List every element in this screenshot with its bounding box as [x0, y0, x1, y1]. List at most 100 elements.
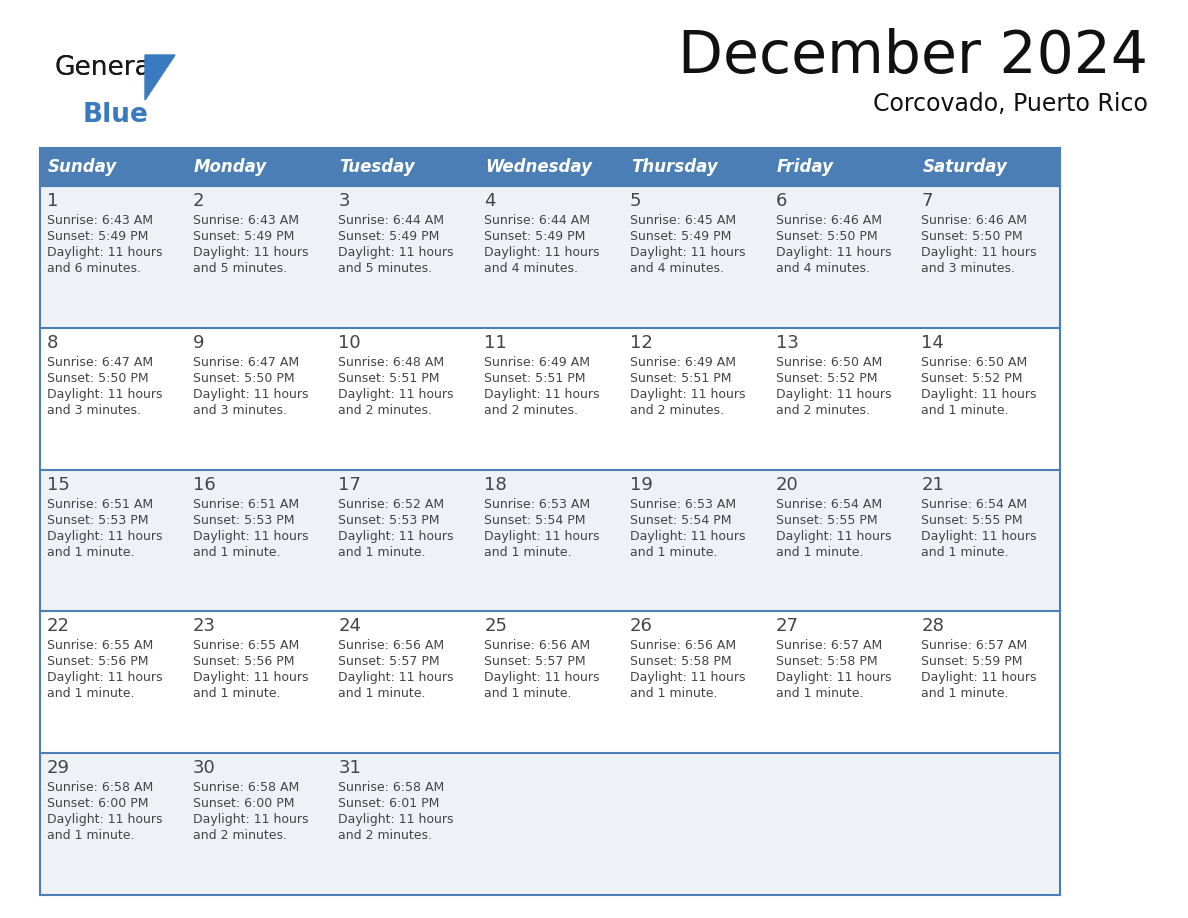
- Bar: [185, 611, 331, 753]
- Text: Sunrise: 6:50 AM: Sunrise: 6:50 AM: [776, 356, 881, 369]
- Text: Daylight: 11 hours: Daylight: 11 hours: [485, 387, 600, 401]
- Text: General: General: [55, 55, 159, 81]
- Text: Sunset: 5:52 PM: Sunset: 5:52 PM: [776, 372, 877, 385]
- Bar: [915, 148, 1060, 186]
- Text: Sunrise: 6:54 AM: Sunrise: 6:54 AM: [776, 498, 881, 510]
- Text: and 2 minutes.: and 2 minutes.: [339, 829, 432, 842]
- Text: Daylight: 11 hours: Daylight: 11 hours: [339, 387, 454, 401]
- Text: Corcovado, Puerto Rico: Corcovado, Puerto Rico: [873, 92, 1148, 116]
- Text: 2: 2: [192, 192, 204, 210]
- Text: Daylight: 11 hours: Daylight: 11 hours: [776, 671, 891, 685]
- Text: Daylight: 11 hours: Daylight: 11 hours: [192, 246, 308, 259]
- Bar: [331, 328, 478, 470]
- Text: 11: 11: [485, 334, 507, 352]
- Text: Sunset: 5:49 PM: Sunset: 5:49 PM: [48, 230, 148, 243]
- Bar: [185, 148, 331, 186]
- Text: Daylight: 11 hours: Daylight: 11 hours: [485, 530, 600, 543]
- Text: and 1 minute.: and 1 minute.: [48, 829, 134, 842]
- Text: Daylight: 11 hours: Daylight: 11 hours: [339, 813, 454, 826]
- Text: Daylight: 11 hours: Daylight: 11 hours: [48, 246, 163, 259]
- Bar: [478, 186, 623, 328]
- Text: Daylight: 11 hours: Daylight: 11 hours: [776, 387, 891, 401]
- Text: 13: 13: [776, 334, 798, 352]
- Bar: [331, 470, 478, 611]
- Text: Sunset: 5:59 PM: Sunset: 5:59 PM: [921, 655, 1023, 668]
- Text: Sunrise: 6:48 AM: Sunrise: 6:48 AM: [339, 356, 444, 369]
- Text: and 2 minutes.: and 2 minutes.: [192, 829, 286, 842]
- Text: 7: 7: [921, 192, 933, 210]
- Text: Sunset: 5:51 PM: Sunset: 5:51 PM: [630, 372, 732, 385]
- Bar: [769, 186, 915, 328]
- Bar: [185, 186, 331, 328]
- Text: Blue: Blue: [83, 102, 148, 128]
- Text: Sunset: 5:58 PM: Sunset: 5:58 PM: [776, 655, 877, 668]
- Text: Sunrise: 6:47 AM: Sunrise: 6:47 AM: [192, 356, 299, 369]
- Bar: [40, 470, 185, 611]
- Text: 22: 22: [48, 618, 70, 635]
- Text: Sunrise: 6:58 AM: Sunrise: 6:58 AM: [48, 781, 153, 794]
- Text: 19: 19: [630, 476, 652, 494]
- Text: Sunrise: 6:57 AM: Sunrise: 6:57 AM: [776, 640, 881, 653]
- Text: 6: 6: [776, 192, 786, 210]
- Bar: [478, 328, 623, 470]
- Text: and 5 minutes.: and 5 minutes.: [192, 262, 286, 275]
- Text: and 3 minutes.: and 3 minutes.: [921, 262, 1016, 275]
- Text: Wednesday: Wednesday: [485, 158, 592, 176]
- Text: 29: 29: [48, 759, 70, 778]
- Text: Daylight: 11 hours: Daylight: 11 hours: [192, 813, 308, 826]
- Text: Daylight: 11 hours: Daylight: 11 hours: [485, 246, 600, 259]
- Text: Sunset: 5:49 PM: Sunset: 5:49 PM: [630, 230, 732, 243]
- Bar: [915, 611, 1060, 753]
- Bar: [40, 753, 185, 895]
- Text: 8: 8: [48, 334, 58, 352]
- Text: Daylight: 11 hours: Daylight: 11 hours: [48, 671, 163, 685]
- Text: Daylight: 11 hours: Daylight: 11 hours: [192, 387, 308, 401]
- Text: 10: 10: [339, 334, 361, 352]
- Bar: [915, 328, 1060, 470]
- Text: Daylight: 11 hours: Daylight: 11 hours: [339, 530, 454, 543]
- Bar: [478, 611, 623, 753]
- Text: Sunrise: 6:56 AM: Sunrise: 6:56 AM: [630, 640, 737, 653]
- Text: Daylight: 11 hours: Daylight: 11 hours: [339, 671, 454, 685]
- Text: Sunday: Sunday: [48, 158, 118, 176]
- Bar: [40, 328, 185, 470]
- Text: Sunrise: 6:55 AM: Sunrise: 6:55 AM: [48, 640, 153, 653]
- Text: 23: 23: [192, 618, 216, 635]
- Text: Sunset: 5:53 PM: Sunset: 5:53 PM: [48, 513, 148, 527]
- Text: Sunrise: 6:57 AM: Sunrise: 6:57 AM: [921, 640, 1028, 653]
- Text: 28: 28: [921, 618, 944, 635]
- Text: Daylight: 11 hours: Daylight: 11 hours: [921, 246, 1037, 259]
- Text: Sunset: 5:50 PM: Sunset: 5:50 PM: [48, 372, 148, 385]
- Text: and 1 minute.: and 1 minute.: [192, 688, 280, 700]
- Text: Sunset: 5:55 PM: Sunset: 5:55 PM: [776, 513, 877, 527]
- Bar: [769, 753, 915, 895]
- Bar: [623, 470, 769, 611]
- Bar: [478, 148, 623, 186]
- Text: Sunset: 6:00 PM: Sunset: 6:00 PM: [48, 797, 148, 811]
- Text: Sunrise: 6:46 AM: Sunrise: 6:46 AM: [776, 214, 881, 227]
- Text: Daylight: 11 hours: Daylight: 11 hours: [921, 671, 1037, 685]
- Bar: [623, 611, 769, 753]
- Text: 25: 25: [485, 618, 507, 635]
- Text: and 3 minutes.: and 3 minutes.: [192, 404, 286, 417]
- Text: Sunrise: 6:58 AM: Sunrise: 6:58 AM: [339, 781, 444, 794]
- Text: Sunset: 5:52 PM: Sunset: 5:52 PM: [921, 372, 1023, 385]
- Text: and 2 minutes.: and 2 minutes.: [630, 404, 723, 417]
- Text: 27: 27: [776, 618, 798, 635]
- Bar: [623, 186, 769, 328]
- Text: Sunrise: 6:51 AM: Sunrise: 6:51 AM: [192, 498, 299, 510]
- Text: Sunrise: 6:47 AM: Sunrise: 6:47 AM: [48, 356, 153, 369]
- Text: and 3 minutes.: and 3 minutes.: [48, 404, 141, 417]
- Text: 17: 17: [339, 476, 361, 494]
- Text: Sunrise: 6:55 AM: Sunrise: 6:55 AM: [192, 640, 299, 653]
- Text: Sunset: 5:49 PM: Sunset: 5:49 PM: [485, 230, 586, 243]
- Text: Daylight: 11 hours: Daylight: 11 hours: [48, 387, 163, 401]
- Text: 16: 16: [192, 476, 215, 494]
- Text: and 1 minute.: and 1 minute.: [48, 545, 134, 558]
- Text: Daylight: 11 hours: Daylight: 11 hours: [630, 387, 745, 401]
- Text: and 5 minutes.: and 5 minutes.: [339, 262, 432, 275]
- Text: Sunrise: 6:53 AM: Sunrise: 6:53 AM: [485, 498, 590, 510]
- Text: Sunset: 5:53 PM: Sunset: 5:53 PM: [339, 513, 440, 527]
- Text: and 6 minutes.: and 6 minutes.: [48, 262, 141, 275]
- Bar: [623, 753, 769, 895]
